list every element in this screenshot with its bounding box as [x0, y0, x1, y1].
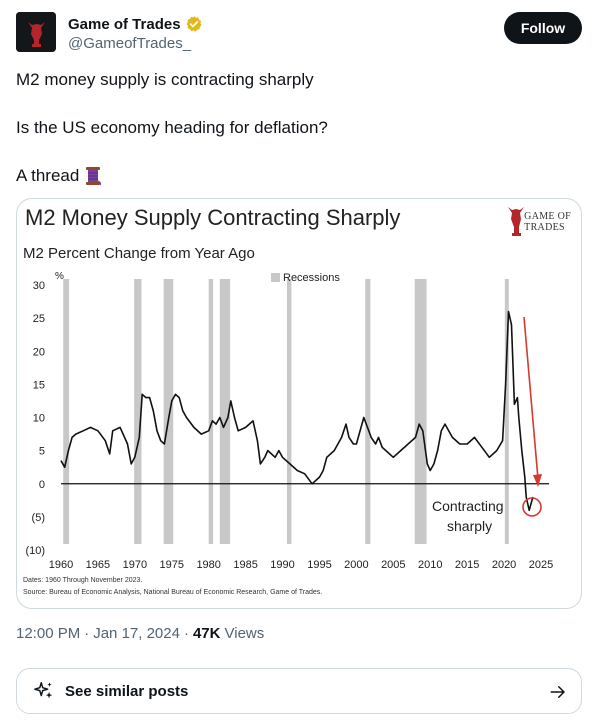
post-meta: 12:00 PM · Jan 17, 2024 · 47K Views — [16, 625, 264, 642]
y-tick-label: (10) — [25, 545, 45, 557]
post-time[interactable]: 12:00 PM — [16, 625, 81, 642]
annotation-line-2: sharply — [447, 518, 492, 534]
x-tick-label: 1990 — [270, 559, 294, 571]
x-tick-label: 2015 — [455, 559, 479, 571]
bull-logo-icon — [508, 207, 524, 236]
x-tick-label: 1980 — [196, 559, 220, 571]
y-tick-label: 30 — [33, 280, 45, 292]
recession-band — [219, 279, 231, 544]
recession-band — [504, 279, 509, 544]
meta-separator: · — [84, 625, 90, 642]
x-tick-label: 1995 — [307, 559, 331, 571]
tweet-line-2: Is the US economy heading for deflation? — [16, 118, 328, 137]
y-tick-label: 25 — [33, 313, 45, 325]
recession-band — [163, 279, 174, 544]
tweet-line-3: A thread — [16, 164, 576, 188]
tweet-line-3-text: A thread — [16, 166, 80, 185]
x-tick-label: 1970 — [123, 559, 147, 571]
recession-band — [208, 279, 214, 544]
x-tick-label: 2005 — [381, 559, 405, 571]
meta-separator: · — [183, 625, 189, 642]
x-tick-label: 2010 — [418, 559, 442, 571]
post-date[interactable]: Jan 17, 2024 — [93, 625, 180, 642]
author-info: Game of Trades @GameofTrades_ — [68, 14, 203, 52]
verified-badge-icon — [186, 16, 202, 32]
views-count: 47K — [192, 625, 221, 642]
logo-line-1: GAME OF — [524, 211, 571, 222]
m2-series-line — [60, 310, 534, 512]
post-header: Game of Trades @GameofTrades_ Follow — [16, 12, 582, 56]
recession-band — [63, 279, 70, 544]
author-handle[interactable]: @GameofTrades_ — [68, 35, 192, 52]
chart-footnote-dates: Dates: 1960 Through November 2023. — [23, 577, 143, 584]
x-tick-label: 2020 — [492, 559, 516, 571]
x-tick-label: 1960 — [49, 559, 73, 571]
tweet-line-1: M2 money supply is contracting sharply — [16, 70, 314, 89]
tweet-text: M2 money supply is contracting sharply I… — [16, 68, 576, 188]
arrow-right-icon — [550, 686, 565, 698]
legend-label: Recessions — [283, 272, 340, 284]
x-tick-label: 1965 — [86, 559, 110, 571]
y-tick-label: 5 — [39, 446, 45, 458]
avatar[interactable] — [16, 12, 56, 52]
y-tick-label: 20 — [33, 346, 45, 358]
recession-band — [134, 279, 142, 544]
views-label: Views — [224, 625, 265, 642]
recession-band — [414, 279, 427, 544]
thread-spool-icon — [86, 167, 102, 186]
chart-footnote-source: Source: Bureau of Economic Analysis, Nat… — [23, 589, 323, 596]
y-tick-label: 15 — [33, 379, 45, 391]
annotation-line-1: Contracting — [432, 498, 504, 514]
y-tick-label: 0 — [39, 479, 45, 491]
legend-swatch — [271, 273, 280, 282]
y-tick-label: (5) — [32, 512, 45, 524]
logo-line-2: TRADES — [524, 222, 565, 233]
sparkle-icon — [34, 682, 53, 699]
logo-text: GAME OF TRADES — [524, 211, 571, 233]
x-tick-label: 1975 — [160, 559, 184, 571]
chart-title: M2 Money Supply Contracting Sharply — [25, 205, 401, 230]
bull-logo-icon — [16, 12, 56, 52]
trend-arrow-head — [533, 474, 542, 487]
y-axis-unit: % — [55, 271, 64, 282]
see-similar-posts-label: See similar posts — [65, 682, 189, 700]
chart-image[interactable]: Recessions% 30 25 20 15 10 5 0 (5) (10) 1960 1965 19… — [16, 198, 582, 609]
chart-subtitle: M2 Percent Change from Year Ago — [23, 245, 255, 262]
see-similar-posts-button[interactable]: See similar posts — [16, 668, 582, 714]
game-of-trades-logo: GAME OF TRADES — [505, 203, 571, 239]
x-tick-label: 1985 — [233, 559, 257, 571]
author-name[interactable]: Game of Trades — [68, 15, 181, 33]
x-tick-label: 2000 — [344, 559, 368, 571]
follow-button[interactable]: Follow — [504, 12, 582, 44]
recession-band — [286, 279, 292, 544]
y-tick-label: 10 — [33, 413, 45, 425]
contraction-circle — [522, 497, 542, 517]
trend-arrow — [523, 316, 539, 480]
recession-band — [365, 279, 371, 544]
x-tick-label: 2025 — [529, 559, 553, 571]
